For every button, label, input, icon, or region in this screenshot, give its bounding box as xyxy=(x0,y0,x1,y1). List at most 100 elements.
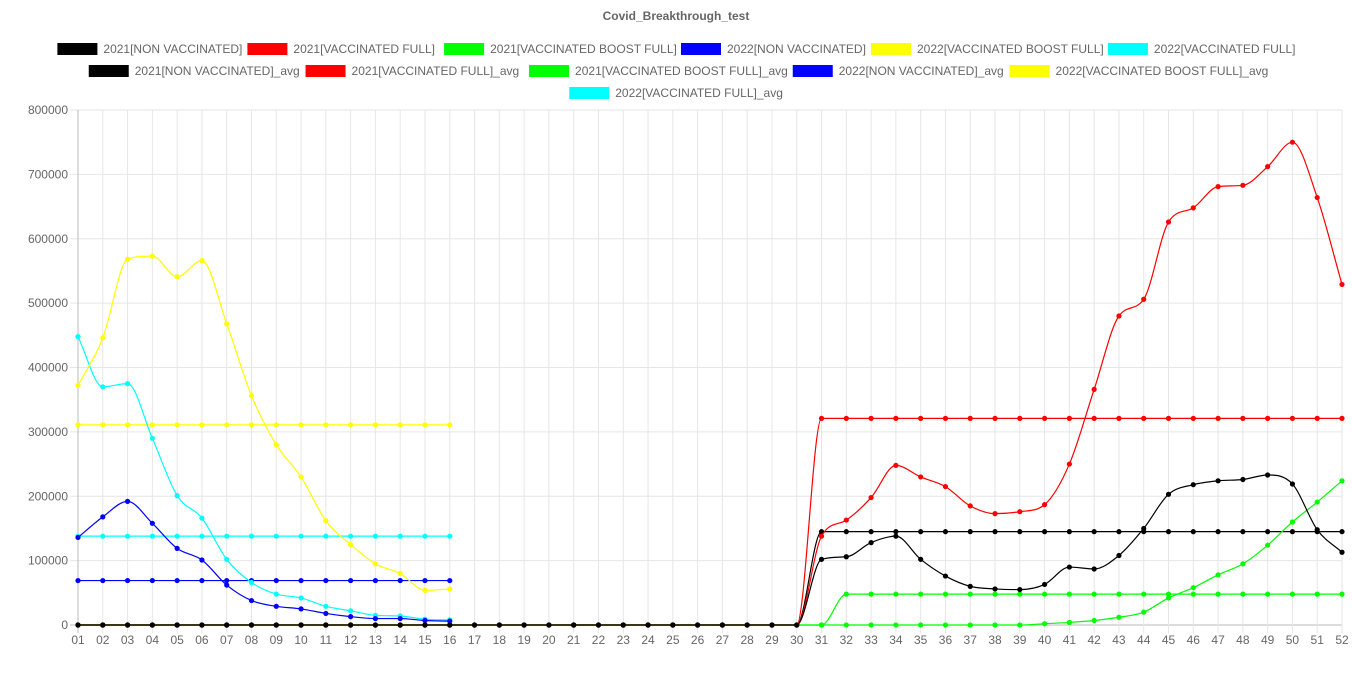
data-point[interactable] xyxy=(174,533,180,539)
data-point[interactable] xyxy=(967,591,973,597)
data-point[interactable] xyxy=(1215,415,1221,421)
data-point[interactable] xyxy=(967,503,973,509)
data-point[interactable] xyxy=(942,483,949,490)
data-point[interactable] xyxy=(397,615,403,622)
data-point[interactable] xyxy=(1265,472,1271,478)
data-point[interactable] xyxy=(1314,527,1320,533)
data-point[interactable] xyxy=(447,533,453,539)
data-point[interactable] xyxy=(918,622,924,628)
data-point[interactable] xyxy=(1215,529,1221,535)
data-point[interactable] xyxy=(348,622,354,628)
data-point[interactable] xyxy=(1141,525,1147,532)
data-point[interactable] xyxy=(868,591,874,597)
data-point[interactable] xyxy=(1017,509,1023,515)
data-point[interactable] xyxy=(967,622,973,628)
data-point[interactable] xyxy=(447,622,453,628)
data-point[interactable] xyxy=(1066,415,1072,421)
data-point[interactable] xyxy=(1116,529,1122,535)
data-point[interactable] xyxy=(75,382,81,389)
data-point[interactable] xyxy=(1017,622,1023,628)
data-point[interactable] xyxy=(100,514,106,520)
data-point[interactable] xyxy=(992,591,998,597)
data-point[interactable] xyxy=(124,422,131,428)
data-point[interactable] xyxy=(174,622,180,628)
data-point[interactable] xyxy=(1041,581,1048,588)
data-point[interactable] xyxy=(1240,561,1246,567)
data-point[interactable] xyxy=(100,533,106,539)
data-point[interactable] xyxy=(1339,591,1345,597)
data-point[interactable] xyxy=(1091,529,1097,535)
data-point[interactable] xyxy=(397,533,403,539)
legend-item[interactable]: 2021[VACCINATED BOOST FULL]_avg xyxy=(529,64,788,78)
data-point[interactable] xyxy=(199,515,205,521)
data-point[interactable] xyxy=(124,622,131,628)
data-point[interactable] xyxy=(100,577,106,584)
data-point[interactable] xyxy=(1017,591,1023,597)
data-point[interactable] xyxy=(1116,614,1122,620)
data-point[interactable] xyxy=(1339,529,1345,535)
data-point[interactable] xyxy=(422,577,428,584)
data-point[interactable] xyxy=(348,577,354,584)
data-point[interactable] xyxy=(1265,591,1271,597)
data-point[interactable] xyxy=(1240,476,1246,483)
data-point[interactable] xyxy=(100,622,106,628)
data-point[interactable] xyxy=(199,258,205,264)
data-point[interactable] xyxy=(818,622,825,628)
data-point[interactable] xyxy=(794,622,800,628)
data-point[interactable] xyxy=(967,415,973,421)
legend-item[interactable]: 2021[NON VACCINATED]_avg xyxy=(88,64,300,78)
data-point[interactable] xyxy=(75,534,81,541)
data-point[interactable] xyxy=(1091,617,1097,624)
data-point[interactable] xyxy=(595,622,602,628)
data-point[interactable] xyxy=(843,415,849,421)
data-point[interactable] xyxy=(992,529,998,535)
data-point[interactable] xyxy=(1066,619,1072,626)
data-point[interactable] xyxy=(868,529,874,535)
data-point[interactable] xyxy=(1116,591,1122,597)
data-point[interactable] xyxy=(1141,609,1147,615)
data-point[interactable] xyxy=(149,577,155,584)
data-point[interactable] xyxy=(843,517,849,523)
data-point[interactable] xyxy=(248,597,255,604)
data-point[interactable] xyxy=(1190,205,1196,211)
data-point[interactable] xyxy=(868,494,874,501)
data-point[interactable] xyxy=(422,617,428,624)
data-point[interactable] xyxy=(1165,529,1172,535)
data-point[interactable] xyxy=(1240,591,1246,597)
data-point[interactable] xyxy=(1141,591,1147,597)
data-point[interactable] xyxy=(967,583,973,589)
data-point[interactable] xyxy=(1339,415,1345,421)
data-point[interactable] xyxy=(1066,564,1072,570)
data-point[interactable] xyxy=(348,614,354,620)
data-point[interactable] xyxy=(273,422,279,428)
data-point[interactable] xyxy=(422,422,428,428)
data-point[interactable] xyxy=(422,533,428,539)
data-point[interactable] xyxy=(1314,499,1320,505)
data-point[interactable] xyxy=(372,533,379,539)
data-point[interactable] xyxy=(843,529,849,535)
data-point[interactable] xyxy=(942,573,949,579)
data-point[interactable] xyxy=(918,556,924,562)
data-point[interactable] xyxy=(248,579,255,586)
data-point[interactable] xyxy=(496,622,502,628)
data-point[interactable] xyxy=(348,608,354,614)
legend-item[interactable]: 2022[NON VACCINATED]_avg xyxy=(792,64,1004,78)
data-point[interactable] xyxy=(1165,591,1172,597)
data-point[interactable] xyxy=(323,610,329,617)
data-point[interactable] xyxy=(199,577,205,584)
data-point[interactable] xyxy=(124,577,131,584)
legend-item[interactable]: 2022[VACCINATED FULL] xyxy=(1107,42,1296,56)
data-point[interactable] xyxy=(1066,591,1072,597)
data-point[interactable] xyxy=(1314,194,1320,201)
data-point[interactable] xyxy=(1215,478,1221,484)
data-point[interactable] xyxy=(1165,595,1172,601)
data-point[interactable] xyxy=(1339,478,1345,484)
data-point[interactable] xyxy=(348,541,354,548)
data-point[interactable] xyxy=(248,622,255,628)
data-point[interactable] xyxy=(124,256,131,262)
data-point[interactable] xyxy=(1141,296,1147,302)
data-point[interactable] xyxy=(1165,491,1172,497)
data-point[interactable] xyxy=(224,577,230,584)
data-point[interactable] xyxy=(546,622,552,628)
data-point[interactable] xyxy=(1314,591,1320,597)
